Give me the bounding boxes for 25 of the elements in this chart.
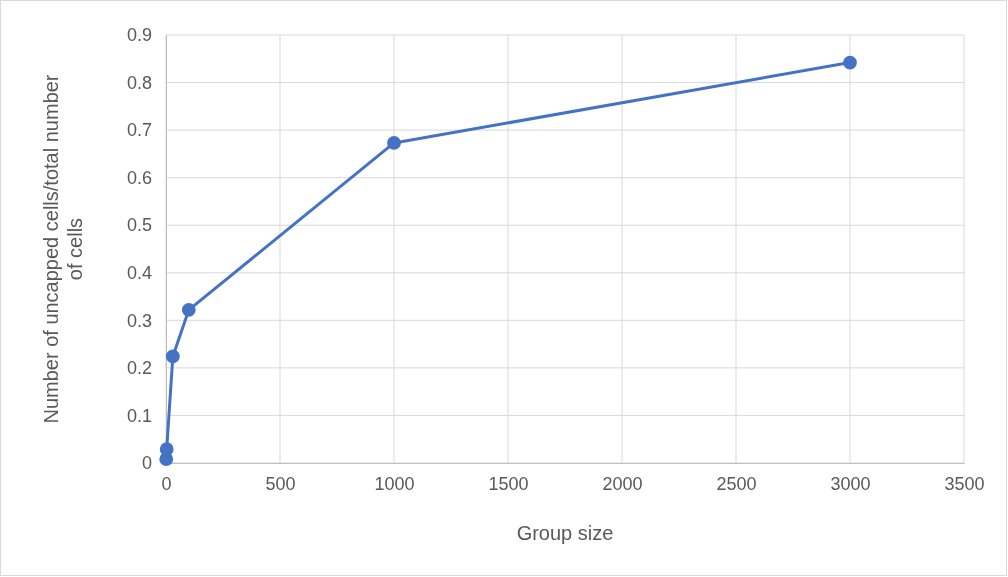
point (181, 302, 196, 317)
x-tick-label: 1000 (374, 473, 415, 494)
y-tick-label: 0.7 (126, 120, 152, 141)
y-tick-label: 0.1 (126, 405, 152, 426)
y-tick-label: 0 (141, 453, 152, 474)
y-tick-label: 0.3 (126, 310, 152, 331)
point (387, 136, 401, 150)
y-tick-label: 0.9 (126, 25, 152, 46)
x-tick-label: 3500 (944, 473, 985, 494)
x-tick-label: 2500 (716, 473, 757, 494)
y-tick-label: 0.8 (126, 72, 152, 93)
y-tick-label: 0.4 (126, 263, 152, 284)
x-tick-label: 1500 (488, 473, 529, 494)
point (165, 349, 180, 364)
y-tick-label: 0.6 (126, 167, 152, 188)
point (159, 442, 174, 457)
y-tick-label: 0.2 (126, 358, 152, 379)
x-tick-label: 2000 (602, 473, 643, 494)
x-tick-label: 0 (161, 473, 172, 494)
y-axis-title: Number of uncapped cells/total number of cells (40, 74, 86, 424)
x-tick-label: 500 (265, 473, 296, 494)
point (843, 55, 857, 70)
y-tick-label: 0.5 (126, 215, 152, 236)
x-axis-title: Group size (516, 522, 614, 544)
x-tick-label: 3000 (830, 473, 871, 494)
